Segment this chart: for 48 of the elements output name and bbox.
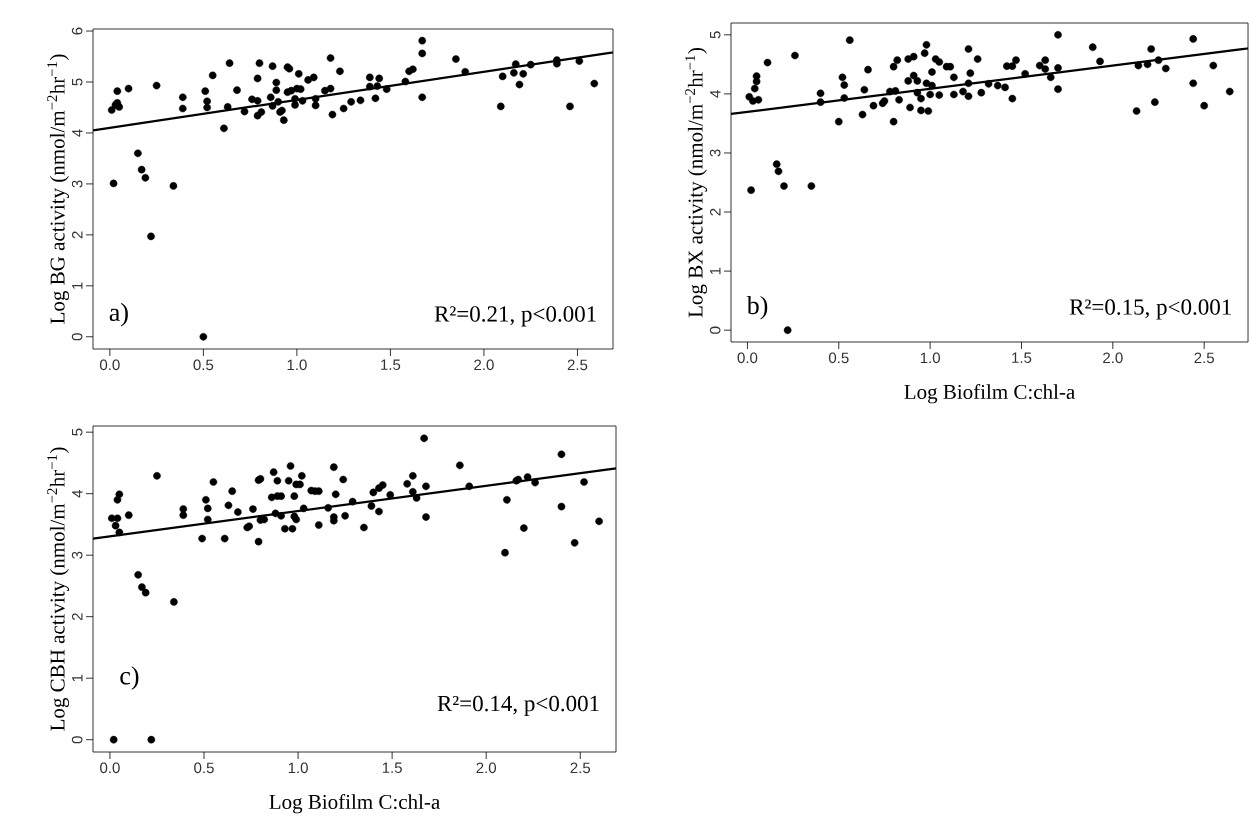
y-tick-label: 2	[71, 231, 83, 239]
x-tick-label: 1.5	[1012, 352, 1032, 363]
x-tick-label: 0.0	[737, 352, 758, 364]
y-tick-label: 3	[709, 149, 721, 157]
x-tick-label: 0.0	[99, 359, 120, 371]
annotation: R²=0.21, p<0.001	[434, 306, 596, 327]
y-tick-label: 1	[72, 282, 83, 289]
x-tick-label: 0.5	[194, 762, 214, 774]
y-tick-label: 3	[71, 180, 83, 188]
annotation: R²=0.14, p<0.001	[437, 695, 599, 716]
x-tick-label: 2.0	[1103, 352, 1123, 364]
y-tick-label: 2	[710, 208, 721, 216]
y-axis-title: Log CBH activity (nmol/m$^{−2}$hr$^{−1}$)	[47, 447, 69, 731]
y-tick-label: 0	[71, 736, 83, 744]
y-tick-label: 5	[72, 78, 83, 86]
annotation: a)	[109, 302, 128, 327]
y-tick-label: 2	[71, 613, 83, 621]
y-tick-label: 4	[72, 129, 83, 137]
y-tick-label: 5	[72, 428, 83, 436]
x-tick-label: 2.5	[1194, 352, 1214, 364]
y-tick-label: 5	[710, 31, 721, 39]
x-tick-label: 1.5	[381, 359, 401, 370]
y-tick-label: 1	[72, 674, 83, 682]
annotation: b)	[746, 295, 768, 320]
y-axis-title: Log BG activity (nmol/m$^{−2}$hr$^{−1}$)	[47, 54, 69, 324]
y-tick-label: 0	[709, 326, 721, 334]
x-tick-label: 1.5	[382, 762, 402, 773]
x-axis-title: Log Biofilm C:chl-a	[269, 794, 440, 814]
y-tick-label: 0	[71, 333, 83, 341]
x-tick-label: 1.0	[920, 352, 940, 364]
x-tick-label: 2.0	[476, 762, 497, 774]
x-tick-label: 0.5	[193, 359, 214, 371]
y-tick-label: 1	[710, 267, 721, 275]
y-axis-title: Log BX activity (nmol/m$^{−2}$hr$^{−1}$)	[685, 48, 707, 318]
y-tick-label: 4	[72, 489, 83, 498]
y-tick-label: 6	[71, 27, 83, 35]
annotation: c)	[120, 666, 139, 690]
x-tick-label: 2.5	[570, 762, 591, 774]
y-tick-label: 4	[710, 90, 721, 98]
y-tick-label: 3	[71, 551, 83, 559]
annotation: R²=0.15, p<0.001	[1069, 299, 1231, 320]
x-axis-title: Log Biofilm C:chl-a	[904, 384, 1075, 404]
x-tick-label: 2.5	[567, 359, 588, 371]
x-tick-label: 2.0	[474, 359, 494, 371]
x-tick-label: 1.0	[288, 762, 308, 774]
x-tick-label: 1.0	[287, 359, 307, 371]
x-tick-label: 0.0	[100, 762, 120, 774]
x-tick-label: 0.5	[828, 352, 849, 364]
